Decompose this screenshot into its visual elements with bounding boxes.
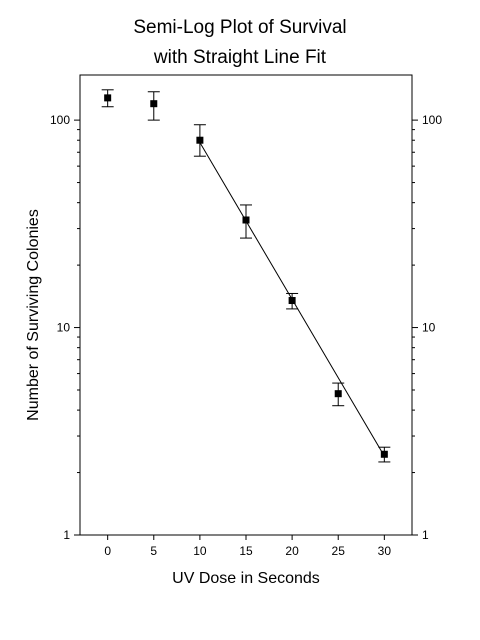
data-point	[150, 100, 158, 108]
x-tick-label: 30	[378, 544, 392, 558]
y-axis-ticks-left: 1 10 100	[50, 113, 80, 542]
data-point	[380, 450, 388, 458]
data-point	[242, 216, 250, 224]
y-tick-label-right: 10	[422, 321, 436, 335]
y-tick-label-right: 1	[422, 528, 429, 542]
chart-title-line: Semi-Log Plot of Survival	[133, 17, 346, 38]
x-axis-ticks: 0 5 10 15 20 25 30	[104, 535, 391, 558]
data-point	[288, 297, 296, 305]
plot-frame	[79, 74, 413, 536]
x-tick-label: 0	[104, 544, 111, 558]
data-point-group	[147, 91, 160, 121]
x-tick-label: 5	[150, 544, 157, 558]
y-axis-label: Number of Surviving Colonies	[25, 209, 42, 421]
y-axis-ticks-right: 1 10 100	[412, 113, 442, 542]
data-point-group	[332, 382, 345, 407]
data-point-group	[378, 446, 391, 463]
y-tick-label-left: 10	[57, 321, 71, 335]
y-tick-label-left: 1	[63, 528, 70, 542]
data-point-group	[193, 124, 206, 157]
chart-title-line: with Straight Line Fit	[153, 47, 327, 68]
x-tick-label: 10	[193, 544, 207, 558]
data-point-group	[101, 89, 114, 108]
data-points	[101, 89, 391, 463]
x-tick-label: 15	[239, 544, 253, 558]
data-point	[196, 136, 204, 144]
x-axis-label: UV Dose in Seconds	[172, 570, 320, 587]
x-tick-label: 25	[332, 544, 346, 558]
x-tick-label: 20	[285, 544, 299, 558]
data-point	[334, 390, 342, 398]
data-point	[104, 94, 112, 102]
y-tick-label-left: 100	[50, 113, 70, 127]
data-point-group	[240, 204, 252, 239]
y-tick-label-right: 100	[422, 113, 442, 127]
chart-title: Semi-Log Plot of Survival with Straight L…	[133, 17, 346, 68]
data-point-group	[286, 292, 299, 310]
